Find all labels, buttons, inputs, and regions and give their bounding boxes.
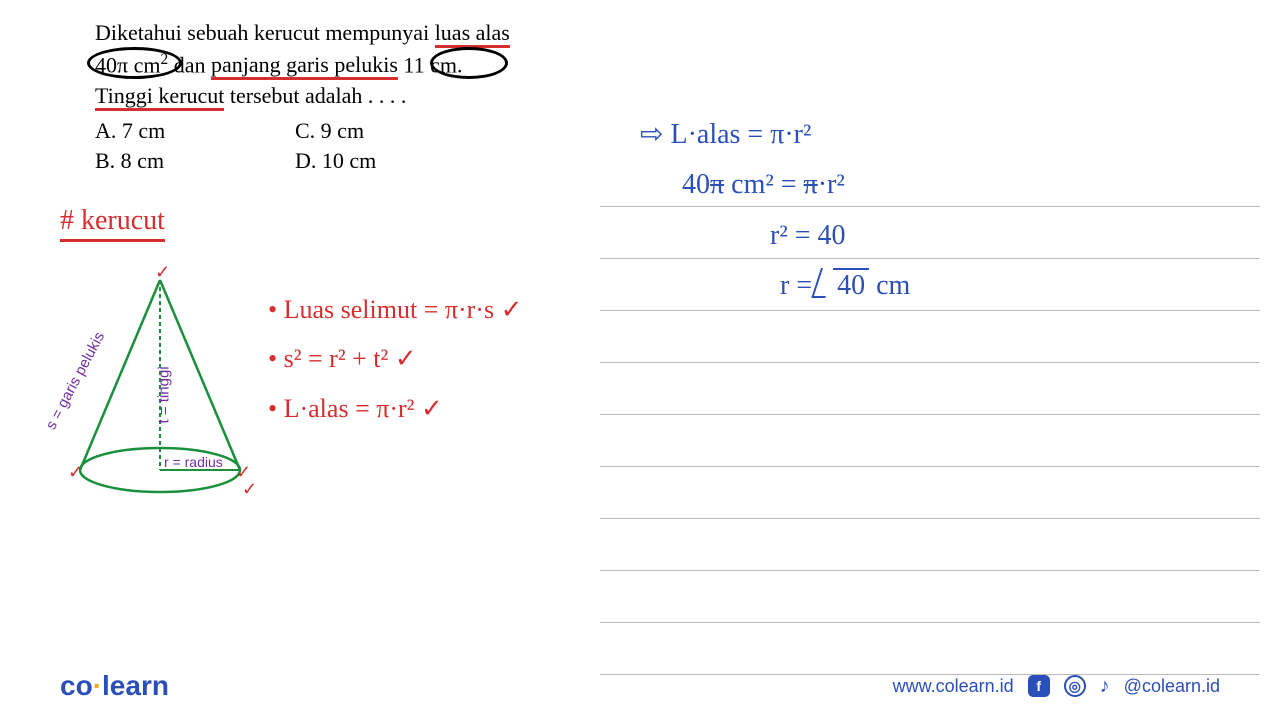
option-a: A. 7 cm: [95, 118, 295, 144]
footer-handle: @colearn.id: [1124, 676, 1220, 697]
blue-working: ⇨ L·alas = π·r² 40π cm² = π·r² r² = 40 r…: [640, 110, 910, 312]
facebook-icon: f: [1028, 675, 1050, 697]
circle-40pi: [87, 47, 182, 79]
work-l3: r² = 40: [640, 211, 910, 261]
logo: co·learn: [60, 670, 169, 702]
footer-right: www.colearn.id f ◎ ♪ @colearn.id: [893, 675, 1220, 698]
tiktok-icon: ♪: [1100, 675, 1110, 698]
q-line1a: Diketahui sebuah kerucut mempunyai: [95, 20, 435, 45]
svg-text:✓: ✓: [68, 462, 83, 482]
instagram-icon: ◎: [1064, 675, 1086, 697]
work-l1: ⇨ L·alas = π·r²: [640, 110, 910, 160]
option-d: D. 10 cm: [295, 148, 495, 174]
circle-11cm: [430, 47, 508, 79]
q-line3b: tersebut adalah . . . .: [230, 83, 407, 108]
footer-url: www.colearn.id: [893, 676, 1014, 697]
cone-label-r: r = radius: [164, 454, 223, 470]
q-line3a: Tinggi kerucut: [95, 83, 224, 111]
work-l2: 40π cm² = π·r²: [640, 160, 910, 210]
option-c: C. 9 cm: [295, 118, 495, 144]
cone-label-t: t = tinggi: [156, 366, 173, 423]
svg-text:✓: ✓: [242, 479, 257, 499]
footer: co·learn www.colearn.id f ◎ ♪ @colearn.i…: [0, 670, 1280, 702]
work-l4: r = 40 cm: [640, 261, 910, 311]
logo-dot: ·: [93, 670, 102, 701]
formula-list: • Luas selimut = π·r·s ✓ • s² = r² + t² …: [268, 285, 522, 433]
option-b: B. 8 cm: [95, 148, 295, 174]
kerucut-title: # kerucut: [60, 205, 165, 242]
q-line1b: luas alas: [435, 20, 510, 48]
svg-text:✓: ✓: [155, 262, 170, 282]
q-line2c: panjang garis pelukis: [211, 52, 398, 80]
options-grid: A. 7 cm C. 9 cm B. 8 cm D. 10 cm: [95, 118, 495, 174]
formula-1: • Luas selimut = π·r·s ✓: [268, 285, 522, 334]
cone-diagram: ✓ ✓ ✓ ✓ s = garis pelukis t = tinggi r =…: [60, 260, 260, 520]
formula-3: • L·alas = π·r² ✓: [268, 384, 522, 433]
formula-2: • s² = r² + t² ✓: [268, 334, 522, 383]
question-block: Diketahui sebuah kerucut mempunyai luas …: [95, 18, 510, 112]
